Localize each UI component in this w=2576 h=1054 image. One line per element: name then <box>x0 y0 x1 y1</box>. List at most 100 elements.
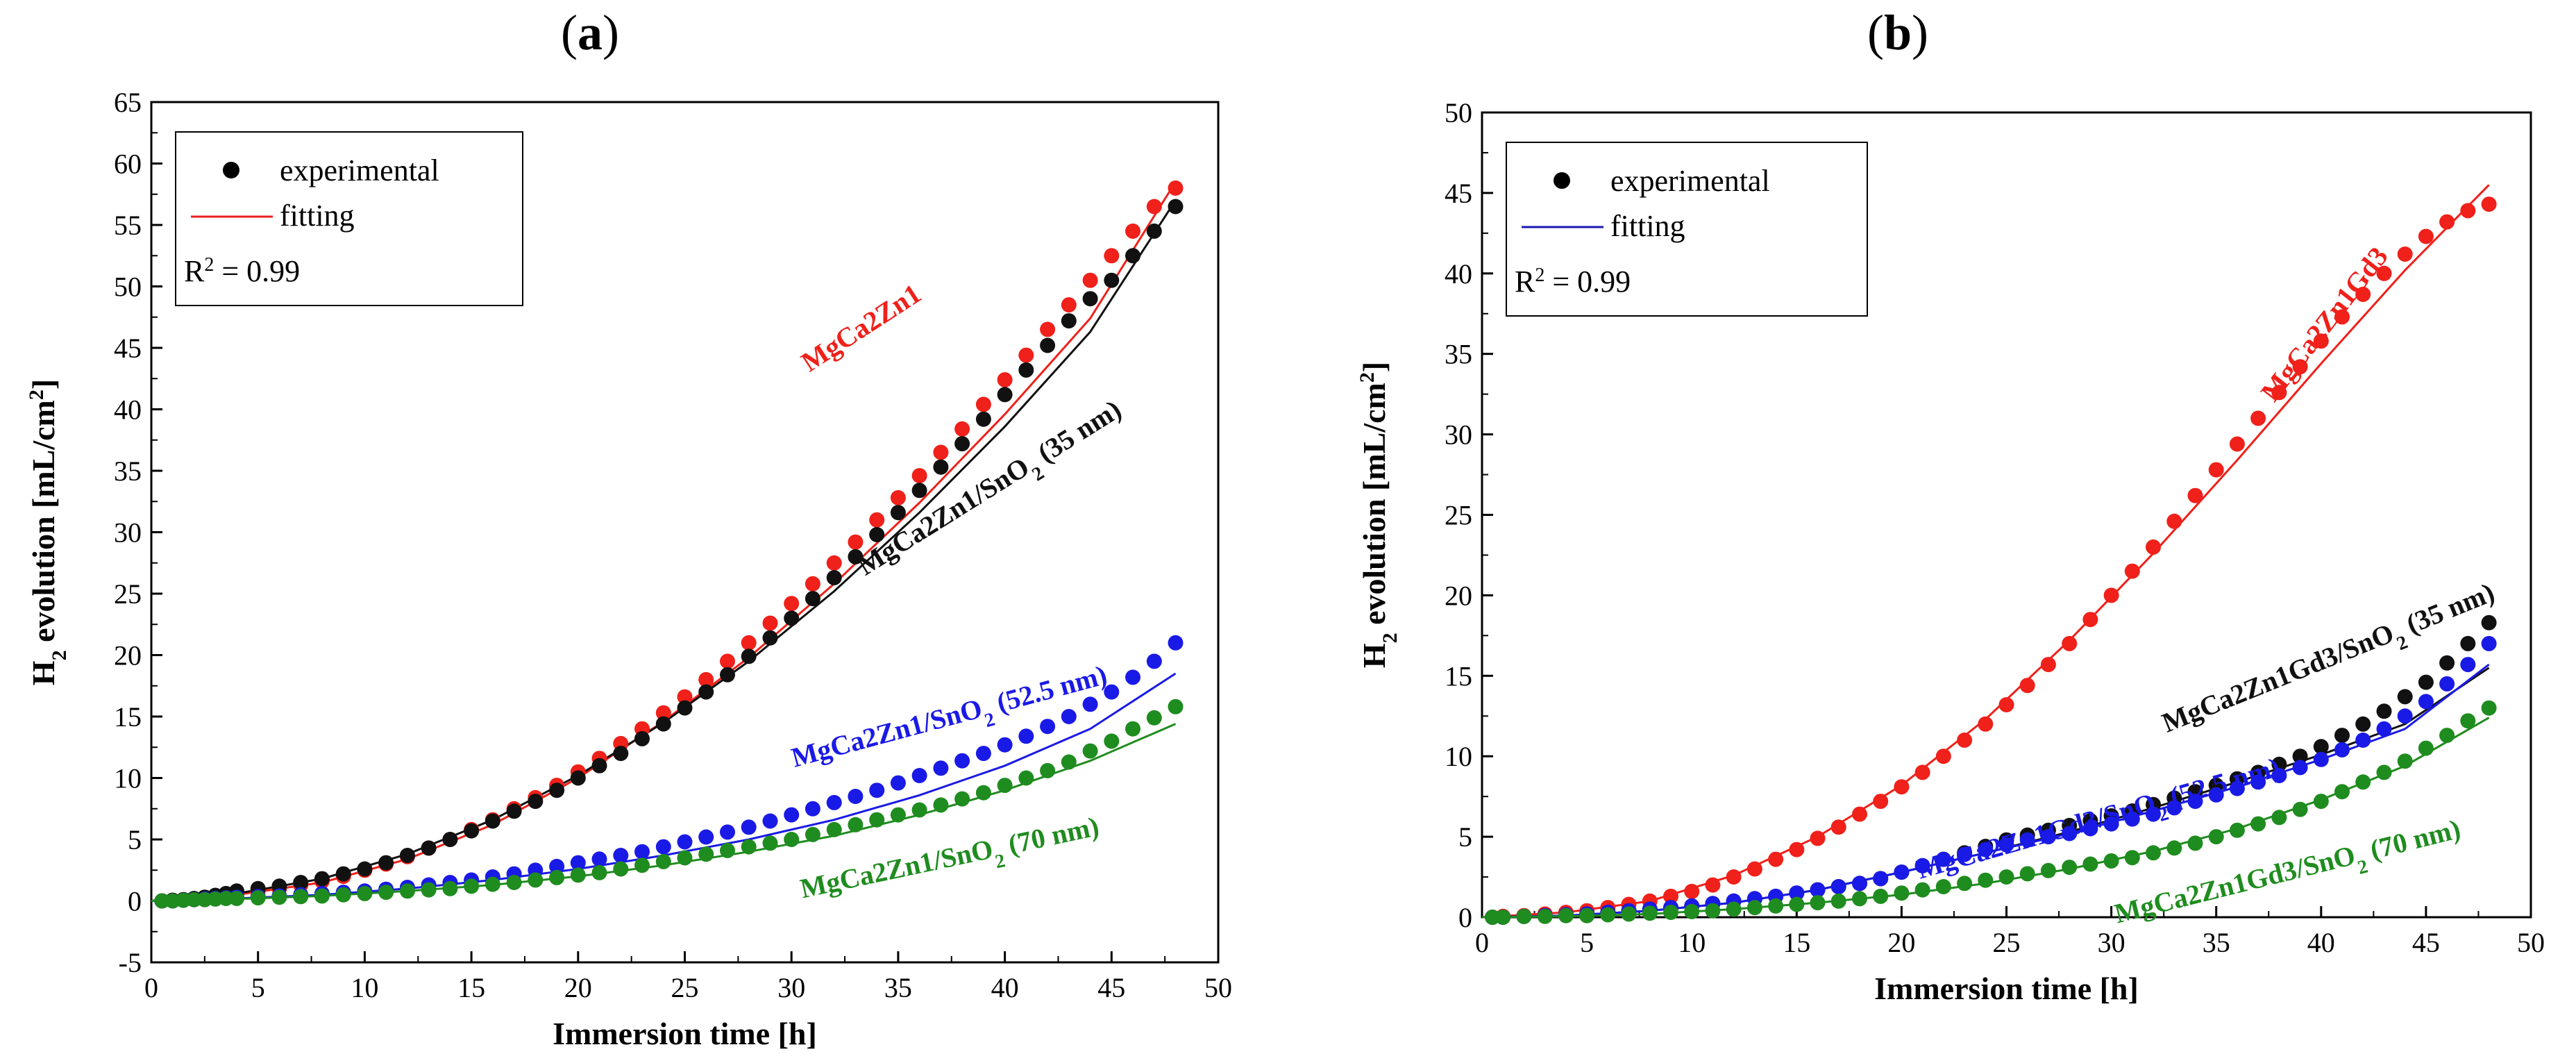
data-point <box>1873 888 1889 904</box>
data-point <box>1957 846 1973 862</box>
data-point <box>2187 487 2203 503</box>
y-axis-title: H2 evolution [mL/cm2] <box>25 379 71 685</box>
data-point <box>911 483 927 499</box>
data-point <box>1914 764 1930 780</box>
data-point <box>1082 291 1098 307</box>
data-point <box>826 555 842 571</box>
x-tick-label: 15 <box>1783 927 1810 958</box>
data-point <box>570 770 586 786</box>
data-point <box>1978 872 1994 888</box>
data-point <box>1978 716 1994 732</box>
data-point <box>1998 869 2014 885</box>
x-tick-label: 20 <box>564 972 592 1003</box>
chart-b: 0 5 10 15 20 25 30 35 40 45 50 0 5 10 15 20 25 30 35 40 45 50… <box>1356 97 2545 1006</box>
data-point <box>442 832 458 847</box>
data-point <box>314 888 330 904</box>
data-point <box>634 858 650 873</box>
data-point <box>2103 816 2119 832</box>
data-point <box>378 885 394 901</box>
data-point <box>613 746 629 762</box>
data-point <box>2019 678 2035 694</box>
x-tick-label: 40 <box>2307 927 2335 958</box>
data-point <box>1914 858 1930 873</box>
x-tick-label: 10 <box>1678 927 1706 958</box>
data-point <box>1579 907 1595 923</box>
y-tick-label: 5 <box>1458 821 1472 853</box>
data-point <box>720 824 735 840</box>
data-point <box>2292 359 2308 375</box>
data-point <box>1768 898 1784 914</box>
data-point <box>826 821 842 837</box>
data-point <box>2397 753 2413 769</box>
data-point <box>1040 719 1056 735</box>
data-point <box>975 785 991 801</box>
data-point <box>1146 710 1162 726</box>
x-tick-label: 25 <box>1993 927 2021 958</box>
data-point <box>335 887 351 903</box>
data-point <box>335 866 351 882</box>
data-point <box>2460 635 2476 651</box>
data-point <box>2103 587 2119 603</box>
data-point <box>1061 313 1077 329</box>
data-point <box>954 421 970 437</box>
data-point <box>2166 513 2182 529</box>
data-point <box>1726 901 1742 917</box>
data-point <box>975 746 991 762</box>
data-point <box>1125 248 1140 264</box>
x-tick-label: 0 <box>144 972 158 1003</box>
data-point <box>2062 826 2078 842</box>
data-point <box>1935 748 1951 764</box>
data-point <box>2124 811 2140 827</box>
x-tick-label: 30 <box>2098 927 2125 958</box>
data-point <box>655 839 671 855</box>
data-point <box>570 867 586 883</box>
data-point <box>741 649 757 664</box>
data-point <box>2062 635 2078 651</box>
data-point <box>2418 740 2434 756</box>
y-tick-label: 10 <box>114 763 142 794</box>
data-point <box>1104 272 1120 288</box>
data-point <box>634 730 650 746</box>
data-point <box>1873 794 1889 810</box>
y-tick-label: 25 <box>114 578 142 610</box>
y-tick-label: 50 <box>114 271 142 303</box>
x-tick-label: 10 <box>351 972 378 1003</box>
data-point <box>2292 748 2308 764</box>
data-point <box>2250 774 2266 790</box>
data-point <box>805 591 820 607</box>
data-point <box>698 684 714 700</box>
data-point <box>784 807 800 823</box>
data-point <box>2082 821 2098 837</box>
data-point <box>1018 347 1034 363</box>
data-point <box>997 387 1013 403</box>
panel-a: (a) 0 5 10 15 20 25 30 35 40 45 50 -5 0 5 10 15 20 25 30 35… <box>25 5 1233 1051</box>
data-point <box>784 610 800 626</box>
data-point <box>1082 272 1098 288</box>
data-point <box>2146 539 2161 555</box>
data-point <box>528 794 544 810</box>
data-point <box>570 855 586 871</box>
data-point <box>2250 816 2266 832</box>
data-point <box>1894 779 1910 795</box>
data-point <box>911 802 927 818</box>
data-point <box>720 667 735 683</box>
data-point <box>549 783 565 798</box>
data-point <box>549 858 565 874</box>
data-point <box>1852 891 1867 907</box>
data-point <box>1082 696 1098 712</box>
y-tick-label: 50 <box>1445 97 1472 128</box>
data-point <box>634 844 650 860</box>
data-point <box>506 803 522 819</box>
data-point <box>1830 893 1846 909</box>
data-point <box>997 737 1013 753</box>
data-point <box>591 864 607 880</box>
data-point <box>2481 196 2497 212</box>
legend-r2: R2 = 0.99 <box>184 254 300 289</box>
data-point <box>1684 903 1700 919</box>
data-point <box>2146 845 2161 861</box>
data-point <box>890 807 906 823</box>
data-point <box>869 812 885 828</box>
legend-experimental: experimental <box>1610 164 1770 198</box>
data-point <box>378 855 394 871</box>
legend-box <box>175 131 523 306</box>
